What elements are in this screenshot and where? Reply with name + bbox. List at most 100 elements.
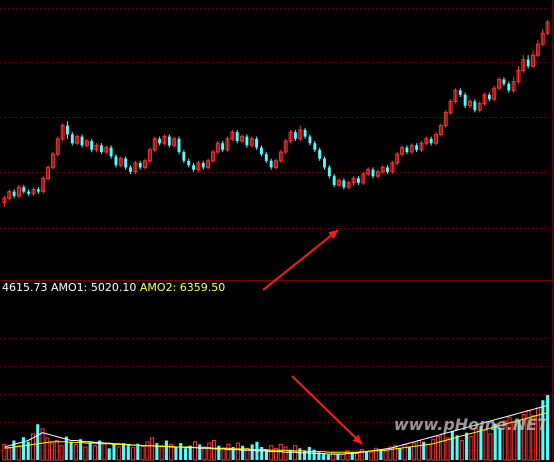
volume-legend: 4615.73 AMO1: 5020.10 AMO2: 6359.50 <box>2 281 225 294</box>
volume-bar <box>73 443 78 461</box>
volume-bar <box>21 437 25 460</box>
volume-bar <box>40 428 45 461</box>
candle-body <box>99 145 103 152</box>
volume-bar <box>412 442 417 461</box>
candle-body <box>167 136 171 146</box>
volume-bar <box>179 443 183 460</box>
candle-body <box>235 132 239 141</box>
candle-body <box>535 43 540 56</box>
candle-body <box>264 154 268 161</box>
volume-value: 4615.73 <box>2 281 48 294</box>
candle-body <box>386 167 389 172</box>
volume-bar <box>303 450 307 460</box>
volume-bar <box>264 449 269 460</box>
candle-body <box>104 147 109 153</box>
candle-body <box>138 163 142 168</box>
candle-body <box>332 176 336 185</box>
candle-body <box>438 125 443 135</box>
volume-bar <box>364 450 369 460</box>
candle-body <box>41 177 46 193</box>
volume-bar <box>398 448 402 460</box>
candle-body <box>375 171 380 177</box>
volume-bar <box>192 441 198 461</box>
volume-bar <box>235 442 240 461</box>
candle-body <box>124 158 128 168</box>
volume-bar <box>479 426 483 460</box>
volume-bar <box>145 441 150 461</box>
candle-body <box>511 81 516 91</box>
volume-bar <box>16 445 21 461</box>
candle-body <box>70 134 74 144</box>
volume-bar <box>493 423 497 460</box>
volume-bar <box>517 419 521 460</box>
volume-bar <box>350 452 354 460</box>
price-arrow-shaft <box>262 229 339 291</box>
volume-bar <box>159 445 164 461</box>
candle-body <box>298 129 303 140</box>
candle-body <box>94 144 99 151</box>
candle-body <box>482 94 487 105</box>
volume-bar <box>402 443 407 461</box>
candle-body <box>497 78 502 89</box>
candle-body <box>221 143 225 150</box>
candle-body <box>395 153 400 164</box>
volume-bar <box>474 428 479 461</box>
candle-body <box>361 173 366 184</box>
volume-bar <box>126 445 130 460</box>
candle-body <box>7 191 12 199</box>
volume-bar <box>45 437 50 461</box>
volume-bar <box>98 440 102 460</box>
candle-body <box>215 142 220 153</box>
candle-body <box>31 188 36 195</box>
candle-body <box>463 94 467 106</box>
volume-bar <box>226 443 231 461</box>
volume-bar <box>169 443 174 461</box>
candle-body <box>162 136 167 144</box>
volume-bar <box>354 453 360 461</box>
volume-bar <box>369 451 374 461</box>
candle-body <box>249 138 254 146</box>
volume-bar <box>83 446 88 461</box>
candle-body <box>429 138 433 144</box>
candle-body <box>351 177 356 184</box>
volume-bar <box>469 436 474 461</box>
volume-bar <box>440 433 445 461</box>
volume-bar <box>340 453 345 461</box>
candle-body <box>55 138 60 155</box>
volume-bar <box>221 447 226 461</box>
candle-body <box>240 136 245 142</box>
volume-bar <box>317 452 321 460</box>
candle-body <box>492 87 497 100</box>
volume-bar <box>431 438 436 461</box>
candle-body <box>187 160 191 166</box>
candle-body <box>521 59 526 72</box>
candle-body <box>507 83 511 91</box>
volume-bar <box>174 447 178 460</box>
volume-bar <box>2 443 7 461</box>
volume-bar <box>212 440 217 461</box>
candle-body <box>22 187 26 192</box>
volume-bar <box>465 432 469 460</box>
volume-bar <box>407 447 411 460</box>
volume-bar <box>521 414 526 461</box>
volume-bar <box>54 440 59 461</box>
volume-bar <box>512 421 517 461</box>
amo2-label: AMO2: <box>139 281 177 294</box>
candle-body <box>288 131 293 142</box>
candle-body <box>27 191 31 194</box>
volume-bar <box>49 442 55 461</box>
candle-body <box>245 136 249 146</box>
candle-body <box>230 131 235 140</box>
volume-bar <box>426 443 431 461</box>
volume-bar <box>260 447 264 460</box>
volume-bar <box>502 420 507 461</box>
candle-body <box>255 138 259 148</box>
candle-body <box>453 89 458 102</box>
candle-body <box>283 140 288 153</box>
volume-bar <box>241 445 245 460</box>
volume-bar <box>140 445 145 461</box>
candle-body <box>526 59 530 67</box>
candle-body <box>152 138 157 151</box>
candle-body <box>109 147 113 157</box>
candle-body <box>477 103 482 111</box>
